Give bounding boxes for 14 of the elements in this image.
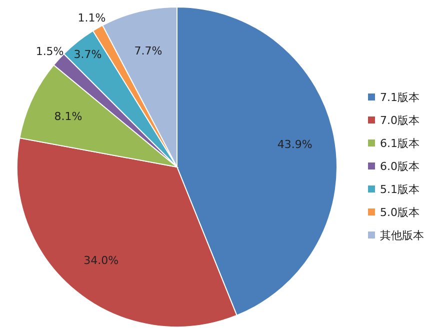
data-label: 3.7% — [74, 48, 102, 61]
legend-label: 7.1版本 — [380, 90, 420, 104]
data-label: 34.0% — [84, 254, 119, 267]
data-label: 1.5% — [36, 45, 64, 58]
legend-label: 5.1版本 — [380, 182, 420, 196]
legend-label: 7.0版本 — [380, 114, 420, 127]
data-label: 7.7% — [134, 44, 162, 58]
legend-label: 5.0版本 — [380, 206, 420, 219]
legend-label: 其他版本 — [380, 228, 424, 242]
data-label: 8.1% — [54, 110, 82, 124]
data-label: 43.9% — [277, 138, 312, 151]
legend-label: 6.0版本 — [380, 160, 420, 173]
data-label: 1.1% — [78, 11, 106, 24]
legend-label: 6.1版本 — [380, 136, 420, 150]
